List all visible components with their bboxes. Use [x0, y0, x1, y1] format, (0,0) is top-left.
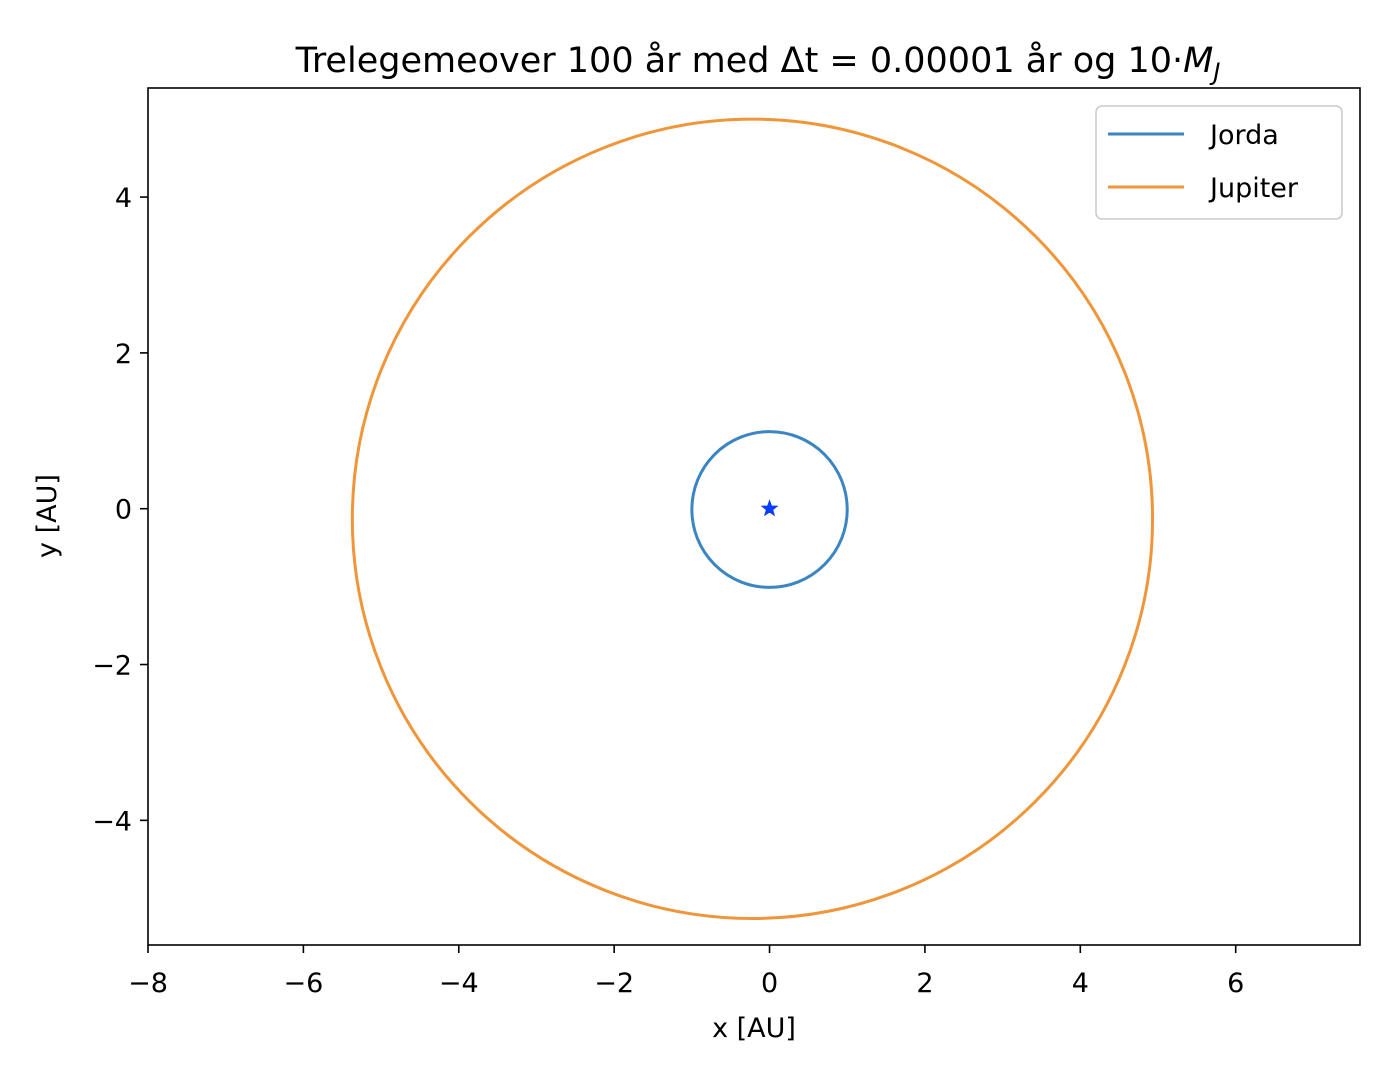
y-tick-label: −4 [92, 806, 132, 837]
legend-label-jupiter: Jupiter [1208, 173, 1299, 204]
y-axis-label: y [AU] [32, 474, 63, 558]
marker-layer [760, 499, 779, 517]
x-tick-label: −2 [594, 968, 634, 999]
y-axis: −4 −2 0 2 4 [92, 183, 148, 837]
series-line-jorda [690, 430, 849, 589]
y-tick-label: −2 [92, 651, 132, 682]
x-axis-label: x [AU] [712, 1013, 796, 1044]
y-tick-label: 2 [115, 339, 132, 370]
legend: Jorda Jupiter [1095, 105, 1343, 220]
legend-label-jorda: Jorda [1208, 120, 1279, 151]
x-axis: −8 −6 −4 −2 0 2 4 6 [128, 945, 1244, 999]
chart-title-math: M [1183, 41, 1213, 81]
x-tick-label: 2 [916, 968, 933, 999]
y-tick-label: 0 [115, 495, 132, 526]
x-tick-label: 6 [1227, 968, 1244, 999]
x-tick-label: −4 [439, 968, 479, 999]
x-tick-label: 4 [1072, 968, 1089, 999]
x-tick-label: −8 [128, 968, 168, 999]
series-layer [350, 117, 1155, 921]
star-marker [760, 499, 779, 517]
series-line-jupiter [350, 117, 1155, 921]
chart-title: Trelegemeover 100 år med Δt = 0.00001 år… [295, 40, 1221, 86]
x-tick-label: 0 [761, 968, 778, 999]
plot-area-frame [147, 87, 1361, 946]
chart-title-text: Trelegemeover 100 år med Δt = 0.00001 år… [295, 40, 1184, 81]
chart-title-math-sub: J [1209, 58, 1220, 86]
y-tick-label: 4 [115, 183, 132, 214]
x-tick-label: −6 [283, 968, 323, 999]
